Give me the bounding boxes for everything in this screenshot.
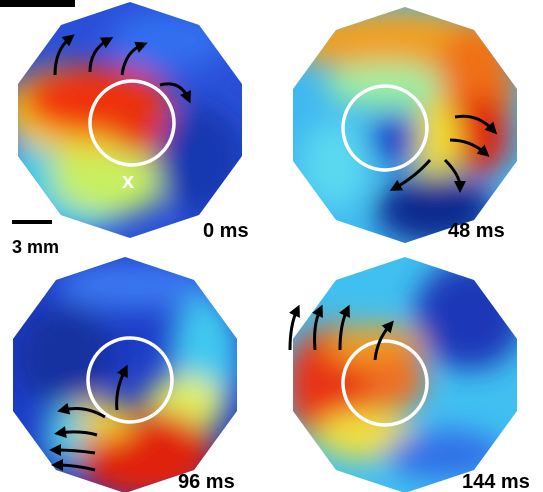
panel: x — [0, 0, 260, 250]
time-label: 144 ms — [462, 471, 530, 492]
time-label: 0 ms — [203, 220, 249, 242]
scale-label: 3 mm — [12, 237, 59, 257]
top-bar — [0, 0, 75, 7]
time-label: 96 ms — [178, 471, 235, 492]
figure: x 0 ms 48 ms 3 mm — [0, 0, 543, 492]
panel — [275, 245, 535, 492]
marker: x — [122, 168, 135, 193]
panel — [0, 245, 255, 492]
time-label: 48 ms — [448, 220, 505, 242]
panel — [275, 0, 535, 255]
